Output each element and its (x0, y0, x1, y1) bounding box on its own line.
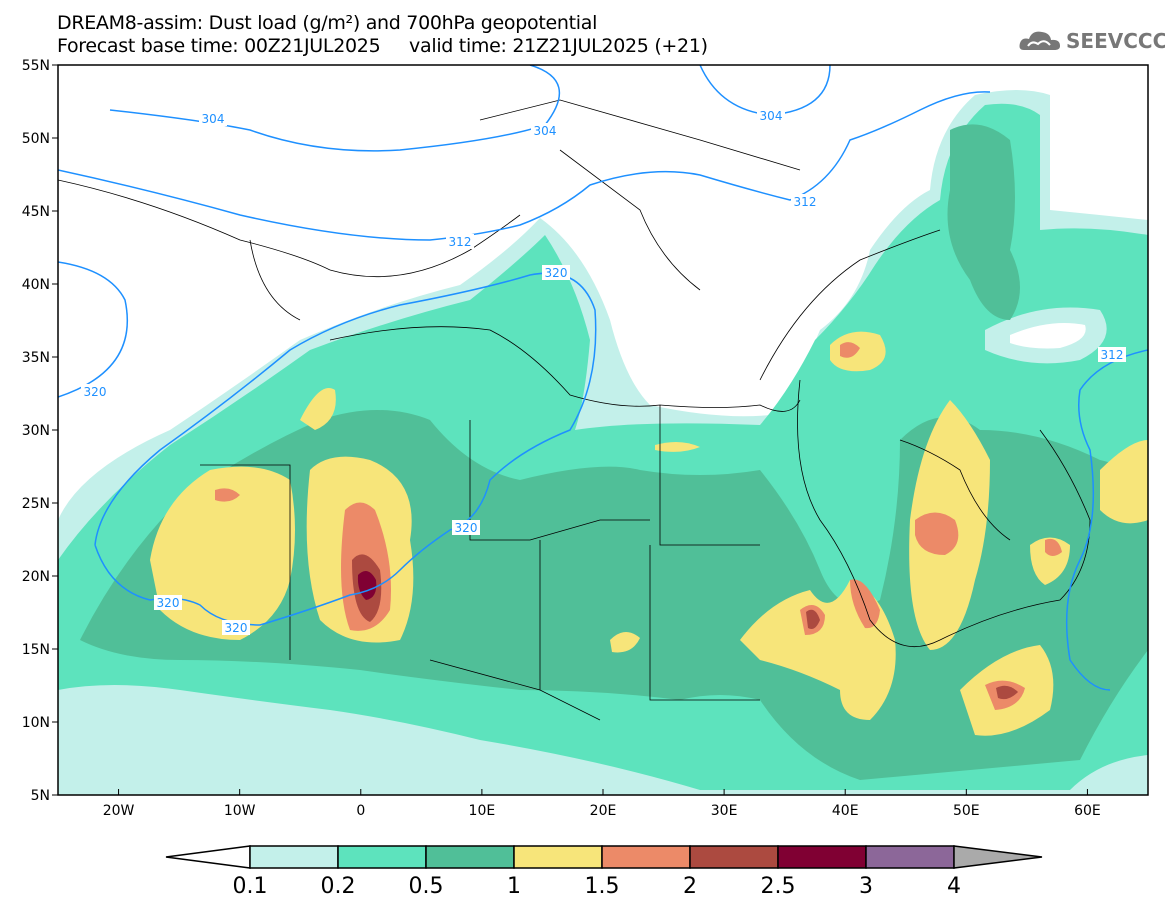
colorbar-over-arrow (953, 845, 1043, 869)
country-borders (58, 99, 1091, 721)
colorbar-swatch (777, 845, 867, 869)
lon-label: 20E (590, 803, 617, 819)
colorbar-label: 1 (507, 874, 521, 899)
contour-label: 304 (202, 112, 225, 126)
dust-field: 304 304 304 312 312 312 320 320 320 320 320 (58, 65, 1148, 795)
lat-label: 40N (22, 277, 50, 293)
contour-label: 312 (794, 195, 817, 209)
lon-label: 60E (1074, 803, 1101, 819)
lat-label: 5N (31, 788, 50, 804)
lon-label: 20W (103, 803, 135, 819)
lat-label: 50N (22, 131, 50, 147)
contour-label: 320 (225, 621, 248, 635)
colorbar-swatch (865, 845, 955, 869)
contour-label: 320 (157, 596, 180, 610)
colorbar-swatch (337, 845, 427, 869)
contour-label: 312 (449, 235, 472, 249)
contour-label: 312 (1101, 348, 1124, 362)
lat-label: 10N (22, 715, 50, 731)
lat-label: 15N (22, 642, 50, 658)
lon-label: 10W (224, 803, 256, 819)
colorbar-label: 0.1 (233, 874, 268, 899)
lat-label: 35N (22, 350, 50, 366)
lat-label: 55N (22, 58, 50, 74)
lat-label: 20N (22, 569, 50, 585)
colorbar-swatch (601, 845, 691, 869)
latitude-axis: 55N 50N 45N 40N 35N 30N 25N 20N 15N 10N 5N (22, 58, 58, 804)
colorbar-swatch (425, 845, 515, 869)
dust-level-0.5-north (947, 124, 1020, 320)
colorbar-label: 0.5 (409, 874, 444, 899)
colorbar-swatch (689, 845, 779, 869)
colorbar-label: 2.5 (761, 874, 796, 899)
lon-label: 30E (711, 803, 738, 819)
colorbar-label: 3 (859, 874, 873, 899)
colorbar-label: 0.2 (321, 874, 356, 899)
colorbar-swatch (249, 845, 339, 869)
lon-label: 40E (832, 803, 859, 819)
colorbar-label: 1.5 (585, 874, 620, 899)
contour-label: 304 (534, 124, 557, 138)
logo-text: SEEVCCC (1066, 29, 1165, 53)
colorbar-swatch (513, 845, 603, 869)
lat-label: 45N (22, 204, 50, 220)
lon-label: 50E (953, 803, 980, 819)
seevccc-logo: SEEVCCC (1018, 28, 1165, 54)
lon-label: 0 (356, 803, 365, 819)
contour-label: 304 (760, 109, 783, 123)
contour-label: 320 (84, 385, 107, 399)
contour-labels: 304 304 304 312 312 312 320 320 320 320 320 (81, 108, 1126, 635)
lon-label: 10E (469, 803, 496, 819)
contour-label: 320 (455, 521, 478, 535)
lat-label: 30N (22, 423, 50, 439)
lat-label: 25N (22, 496, 50, 512)
contour-label: 320 (545, 266, 568, 280)
forecast-times: Forecast base time: 00Z21JUL2025 valid t… (57, 35, 708, 57)
cloud-icon (1019, 31, 1060, 50)
colorbar-label: 2 (683, 874, 697, 899)
dust-colorbar: 0.1 0.2 0.5 1 1.5 2 2.5 3 4 (165, 845, 1043, 899)
longitude-axis: 20W 10W 0 10E 20E 30E 40E 50E 60E (103, 789, 1101, 819)
map-title: DREAM8-assim: Dust load (g/m²) and 700hP… (57, 12, 598, 34)
colorbar-label: 4 (947, 874, 961, 899)
colorbar-under-arrow (165, 845, 251, 869)
dust-clear-area-white (1010, 322, 1086, 349)
